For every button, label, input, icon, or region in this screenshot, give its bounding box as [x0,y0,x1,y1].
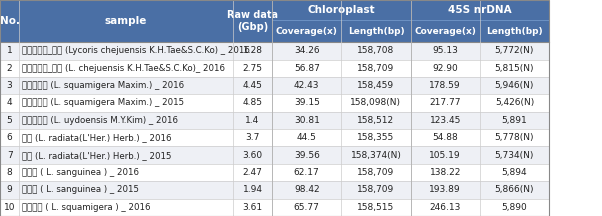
Text: 98.42: 98.42 [294,185,320,194]
Text: 217.77: 217.77 [429,98,461,108]
Text: 158,459: 158,459 [358,81,394,90]
Bar [0,129,549,146]
Text: 5,890: 5,890 [501,203,527,212]
Text: 42.43: 42.43 [294,81,320,90]
Text: 3.60: 3.60 [243,151,262,160]
Text: 제주상사화_한택 (L. chejuensis K.H.Tae&S.C.Ko)_ 2016: 제주상사화_한택 (L. chejuensis K.H.Tae&S.C.Ko)_… [22,64,225,73]
Text: 158,709: 158,709 [358,185,394,194]
Text: 5,866(N): 5,866(N) [495,185,534,194]
Text: Raw data
(Gbp): Raw data (Gbp) [227,10,278,32]
Bar [0,164,549,181]
Text: 5,815(N): 5,815(N) [495,64,534,73]
Text: 제주상사화_봇마 (Lycoris chejuensis K.H.Tae&S.C.Ko) _ 2016: 제주상사화_봇마 (Lycoris chejuensis K.H.Tae&S.C… [22,46,250,55]
Text: 3.61: 3.61 [243,203,262,212]
Text: 158,355: 158,355 [358,133,394,142]
Text: 62.17: 62.17 [294,168,320,177]
Text: sample: sample [105,16,147,26]
Text: 105.19: 105.19 [429,151,461,160]
Text: 39.56: 39.56 [294,151,320,160]
Bar [0,42,549,60]
Text: 5,778(N): 5,778(N) [495,133,534,142]
Text: 65.77: 65.77 [294,203,320,212]
Text: 석산 (L. radiata(L'Her.) Herb.) _ 2016: 석산 (L. radiata(L'Her.) Herb.) _ 2016 [22,133,172,142]
Text: 39.15: 39.15 [294,98,320,108]
Text: 30.81: 30.81 [294,116,320,125]
Text: 5,772(N): 5,772(N) [495,46,534,55]
Text: 5,894: 5,894 [501,168,527,177]
Text: 1.28: 1.28 [243,46,262,55]
Text: 일반상사화 (L. squamigera Maxim.) _ 2016: 일반상사화 (L. squamigera Maxim.) _ 2016 [22,81,184,90]
Text: Coverage(x): Coverage(x) [414,27,476,36]
Text: Coverage(x): Coverage(x) [276,27,338,36]
Text: 3: 3 [7,81,13,90]
Text: 1: 1 [7,46,13,55]
Text: 158,709: 158,709 [358,64,394,73]
Text: 위도상사화 (L. uydoensis M.Y.Kim) _ 2016: 위도상사화 (L. uydoensis M.Y.Kim) _ 2016 [22,116,178,125]
Text: 138.22: 138.22 [429,168,461,177]
Text: 9: 9 [7,185,13,194]
Text: 193.89: 193.89 [429,185,461,194]
Text: 5,891: 5,891 [501,116,527,125]
Text: 10: 10 [4,203,16,212]
Text: 일반상사화 (L. squamigera Maxim.) _ 2015: 일반상사화 (L. squamigera Maxim.) _ 2015 [22,98,184,108]
Bar [0,181,549,199]
Bar [0,60,549,77]
Text: 개상사화 ( L. squamigera ) _ 2016: 개상사화 ( L. squamigera ) _ 2016 [22,203,150,212]
Text: 1.94: 1.94 [243,185,262,194]
Text: 44.5: 44.5 [297,133,317,142]
Text: Chloroplast: Chloroplast [308,5,375,15]
Text: 158,512: 158,512 [358,116,394,125]
Text: 158,708: 158,708 [358,46,394,55]
Text: 5: 5 [7,116,13,125]
Text: 6: 6 [7,133,13,142]
Text: 3.7: 3.7 [246,133,259,142]
Text: 1.4: 1.4 [246,116,259,125]
Bar [0,77,549,94]
Text: Length(bp): Length(bp) [486,27,543,36]
Text: 5,426(N): 5,426(N) [495,98,534,108]
Text: 45S nrDNA: 45S nrDNA [448,5,512,15]
Text: 34.26: 34.26 [294,46,320,55]
Text: 석산 (L. radiata(L'Her.) Herb.) _ 2015: 석산 (L. radiata(L'Her.) Herb.) _ 2015 [22,151,172,160]
Bar [0,112,549,129]
Bar [0,0,549,42]
Text: 8: 8 [7,168,13,177]
Bar [0,199,549,216]
Text: 4.85: 4.85 [243,98,262,108]
Text: Length(bp): Length(bp) [347,27,405,36]
Text: 5,734(N): 5,734(N) [495,151,534,160]
Text: 158,098(N): 158,098(N) [350,98,402,108]
Text: 246.13: 246.13 [429,203,461,212]
Text: 56.87: 56.87 [294,64,320,73]
Text: 4.45: 4.45 [243,81,262,90]
Text: 7: 7 [7,151,13,160]
Text: 92.90: 92.90 [432,64,458,73]
Text: 158,374(N): 158,374(N) [350,151,402,160]
Text: No.: No. [0,16,20,26]
Text: 178.59: 178.59 [429,81,461,90]
Text: 95.13: 95.13 [432,46,458,55]
Text: 2.75: 2.75 [243,64,262,73]
Bar [0,146,549,164]
Bar [0,94,549,112]
Text: 158,515: 158,515 [358,203,394,212]
Text: 2: 2 [7,64,13,73]
Text: 54.88: 54.88 [432,133,458,142]
Text: 백양꽃 ( L. sanguinea ) _ 2015: 백양꽃 ( L. sanguinea ) _ 2015 [22,185,139,194]
Text: 2.47: 2.47 [243,168,262,177]
Text: 백양꽃 ( L. sanguinea ) _ 2016: 백양꽃 ( L. sanguinea ) _ 2016 [22,168,139,177]
Text: 5,946(N): 5,946(N) [495,81,534,90]
Text: 4: 4 [7,98,13,108]
Text: 123.45: 123.45 [429,116,461,125]
Text: 158,709: 158,709 [358,168,394,177]
